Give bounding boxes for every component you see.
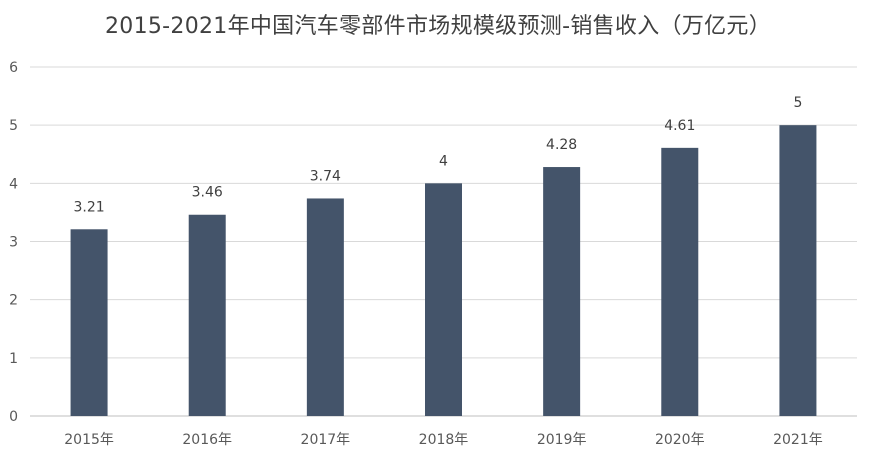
x-tick-label: 2019年 [537,432,587,448]
bar [779,125,817,417]
y-tick-label: 0 [9,409,18,425]
chart-title: 2015-2021年中国汽车零部件市场规模级预测-销售收入（万亿元） [104,14,772,39]
y-tick-label: 6 [9,60,18,76]
x-tick-label: 2018年 [419,432,469,448]
y-tick-label: 5 [9,118,18,134]
bar [306,198,344,416]
bar [70,229,108,416]
data-labels: 3.21 3.46 3.74 4 4.28 4.61 5 [73,95,802,215]
x-tick-label: 2015年 [64,432,114,448]
bar [188,214,226,416]
y-tick-label: 1 [9,351,18,367]
data-label: 5 [793,95,802,111]
data-label: 3.21 [73,199,104,215]
x-tick-label: 2020年 [655,432,705,448]
x-axis-ticks: 2015年 2016年 2017年 2018年 2019年 2020年 2021年 [64,432,822,448]
y-tick-label: 3 [9,235,18,251]
y-tick-label: 2 [9,293,18,309]
data-label: 4.61 [664,118,695,134]
data-label: 4.28 [546,137,577,153]
data-label: 3.46 [192,185,223,201]
data-label: 3.74 [310,168,341,184]
x-tick-label: 2017年 [301,432,351,448]
y-axis-ticks: 0 1 2 3 4 5 6 [9,60,18,425]
data-label: 4 [439,153,448,169]
bars [70,125,817,417]
x-tick-label: 2016年 [182,432,232,448]
bar [661,147,699,416]
x-tick-label: 2021年 [773,432,823,448]
bar [543,167,581,416]
y-tick-label: 4 [9,176,18,192]
bar [425,183,462,416]
